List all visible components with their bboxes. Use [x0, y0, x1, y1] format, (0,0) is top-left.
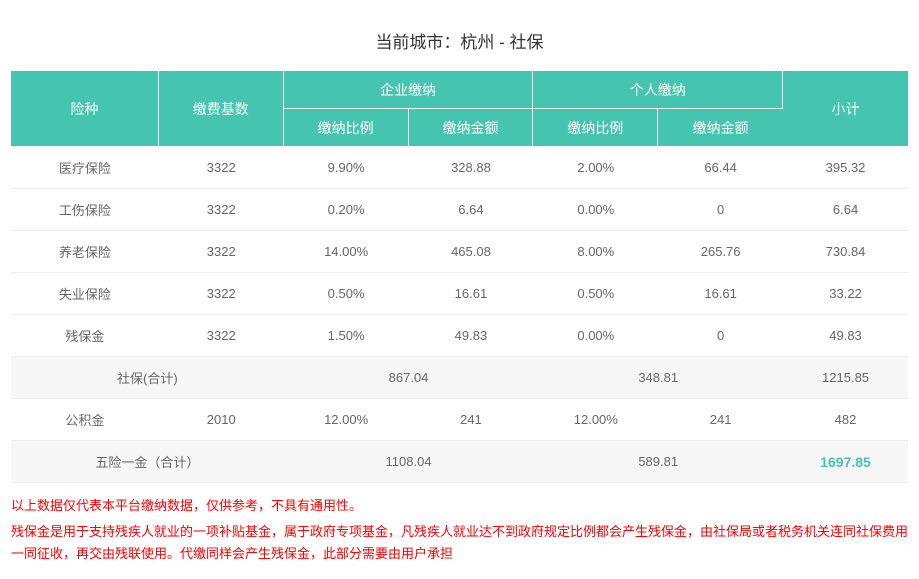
- table-cell: 1215.85: [783, 357, 908, 399]
- table-cell: 1.50%: [284, 315, 409, 357]
- table-cell: 12.00%: [533, 399, 658, 441]
- table-cell: 33.22: [783, 273, 908, 315]
- table-cell: 3322: [159, 147, 284, 189]
- table-cell: 12.00%: [284, 399, 409, 441]
- table-cell: 1108.04: [284, 441, 534, 483]
- table-cell: 328.88: [409, 147, 534, 189]
- table-row: 医疗保险33229.90%328.882.00%66.44395.32: [11, 147, 908, 189]
- table-body: 医疗保险33229.90%328.882.00%66.44395.32工伤保险3…: [11, 147, 908, 483]
- table-cell: 公积金: [11, 399, 159, 441]
- table-cell: 6.64: [783, 189, 908, 231]
- table-cell: 395.32: [783, 147, 908, 189]
- table-cell: 0.00%: [533, 189, 658, 231]
- table-cell: 589.81: [533, 441, 783, 483]
- table-cell: 0.20%: [284, 189, 409, 231]
- th-subtotal: 小计: [783, 71, 908, 147]
- table-row: 工伤保险33220.20%6.640.00%06.64: [11, 189, 908, 231]
- th-company-amount: 缴纳金额: [409, 109, 534, 147]
- table-cell: 3322: [159, 189, 284, 231]
- notes-block: 以上数据仅代表本平台缴纳数据，仅供参考，不具有通用性。 残保金是用于支持残疾人就…: [11, 495, 908, 565]
- table-cell: 265.76: [658, 231, 783, 273]
- table-header: 险种 缴费基数 企业缴纳 个人缴纳 小计 缴纳比例 缴纳金额 缴纳比例 缴纳金额: [11, 71, 908, 147]
- table-cell: 0: [658, 315, 783, 357]
- th-company-group: 企业缴纳: [284, 71, 534, 109]
- th-type: 险种: [11, 71, 159, 147]
- table-cell: 医疗保险: [11, 147, 159, 189]
- th-personal-group: 个人缴纳: [533, 71, 783, 109]
- table-cell: 49.83: [409, 315, 534, 357]
- table-cell: 0.00%: [533, 315, 658, 357]
- table-cell: 1697.85: [783, 441, 908, 483]
- table-cell: 工伤保险: [11, 189, 159, 231]
- grand-total-row: 五险一金（合计）1108.04589.811697.85: [11, 441, 908, 483]
- table-cell: 养老保险: [11, 231, 159, 273]
- table-cell: 6.64: [409, 189, 534, 231]
- table-cell: 3322: [159, 315, 284, 357]
- table-cell: 社保(合计): [11, 357, 284, 399]
- table-row: 残保金33221.50%49.830.00%049.83: [11, 315, 908, 357]
- table-cell: 8.00%: [533, 231, 658, 273]
- th-personal-rate: 缴纳比例: [533, 109, 658, 147]
- table-cell: 241: [658, 399, 783, 441]
- table-cell: 残保金: [11, 315, 159, 357]
- social-total-row: 社保(合计)867.04348.811215.85: [11, 357, 908, 399]
- table-cell: 482: [783, 399, 908, 441]
- fund-row: 公积金201012.00%24112.00%241482: [11, 399, 908, 441]
- page-title: 当前城市：杭州 - 社保: [10, 20, 909, 71]
- table-cell: 14.00%: [284, 231, 409, 273]
- th-company-rate: 缴纳比例: [284, 109, 409, 147]
- table-cell: 16.61: [409, 273, 534, 315]
- table-cell: 730.84: [783, 231, 908, 273]
- table-cell: 0: [658, 189, 783, 231]
- table-row: 养老保险332214.00%465.088.00%265.76730.84: [11, 231, 908, 273]
- insurance-table: 险种 缴费基数 企业缴纳 个人缴纳 小计 缴纳比例 缴纳金额 缴纳比例 缴纳金额…: [11, 71, 908, 483]
- table-cell: 3322: [159, 231, 284, 273]
- table-cell: 失业保险: [11, 273, 159, 315]
- table-row: 失业保险33220.50%16.610.50%16.6133.22: [11, 273, 908, 315]
- table-cell: 0.50%: [533, 273, 658, 315]
- table-cell: 465.08: [409, 231, 534, 273]
- table-cell: 9.90%: [284, 147, 409, 189]
- table-cell: 66.44: [658, 147, 783, 189]
- note-line: 残保金是用于支持残疾人就业的一项补贴基金，属于政府专项基金，凡残疾人就业达不到政…: [11, 521, 908, 565]
- table-cell: 五险一金（合计）: [11, 441, 284, 483]
- table-cell: 241: [409, 399, 534, 441]
- table-cell: 3322: [159, 273, 284, 315]
- table-cell: 49.83: [783, 315, 908, 357]
- th-base: 缴费基数: [159, 71, 284, 147]
- table-cell: 867.04: [284, 357, 534, 399]
- note-line: 以上数据仅代表本平台缴纳数据，仅供参考，不具有通用性。: [11, 495, 908, 517]
- table-cell: 2010: [159, 399, 284, 441]
- table-cell: 16.61: [658, 273, 783, 315]
- th-personal-amount: 缴纳金额: [658, 109, 783, 147]
- table-cell: 2.00%: [533, 147, 658, 189]
- table-cell: 348.81: [533, 357, 783, 399]
- table-cell: 0.50%: [284, 273, 409, 315]
